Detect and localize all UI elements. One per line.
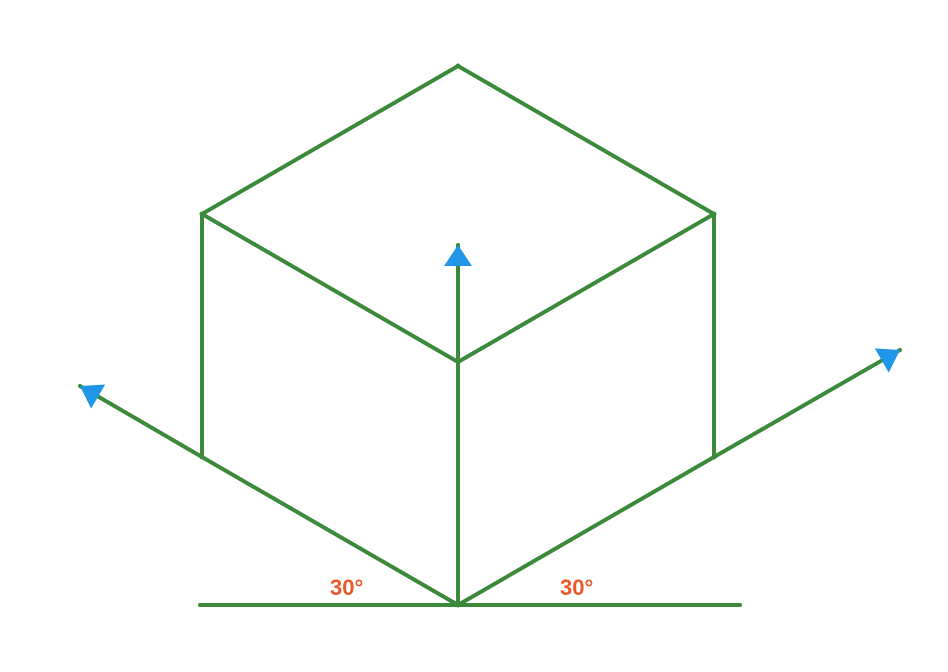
axis-right-line xyxy=(714,350,900,457)
isometric-cube-diagram xyxy=(0,0,948,672)
right-angle-label: 30° xyxy=(560,575,593,601)
edge-top-back-right xyxy=(458,66,714,214)
edge-top-front-left xyxy=(202,214,458,362)
edge-top-front-right xyxy=(458,214,714,362)
left-angle-label: 30° xyxy=(330,575,363,601)
axis-left-line xyxy=(80,386,202,457)
edge-top-back-left xyxy=(202,66,458,214)
arrow-up-icon xyxy=(444,245,472,266)
